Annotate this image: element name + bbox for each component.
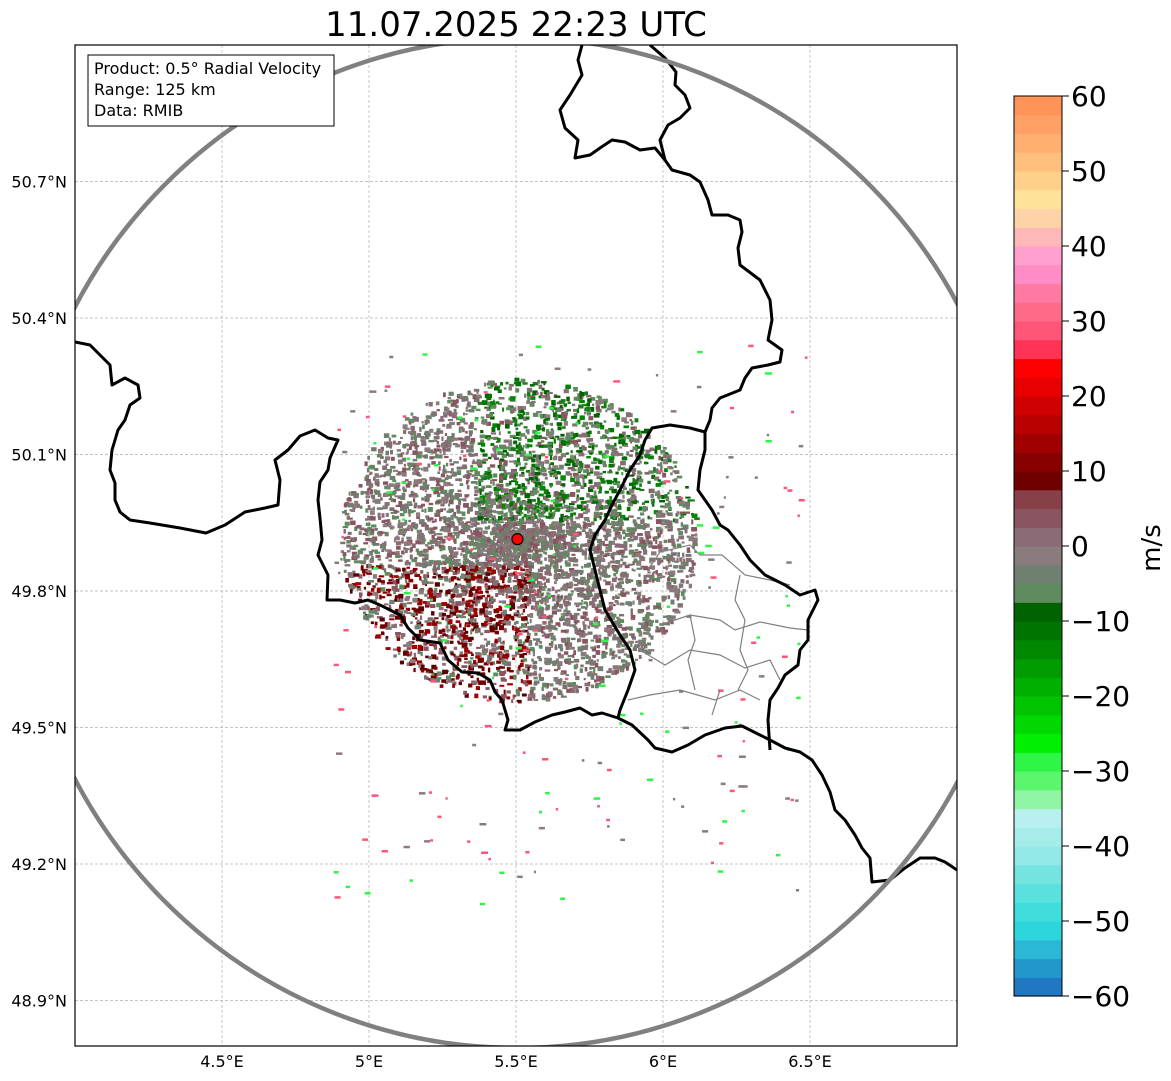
colorbar-swatch (1014, 433, 1062, 453)
colorbar-swatch (1014, 508, 1062, 528)
country-borders (75, 45, 957, 884)
colorbar-swatch (1014, 489, 1062, 510)
colorbar-swatch (1014, 583, 1062, 603)
x-tick-label: 5°E (355, 1052, 383, 1071)
colorbar-tick-label: −60 (1071, 980, 1130, 1013)
info-product: Product: 0.5° Radial Velocity (94, 59, 321, 78)
colorbar-swatch (1014, 752, 1062, 772)
y-tick-label: 50.4°N (11, 309, 67, 328)
colorbar-tick-label: −40 (1071, 830, 1130, 863)
colorbar-swatch (1014, 808, 1062, 828)
colorbar-swatch (1014, 377, 1062, 397)
colorbar-swatch (1014, 114, 1062, 135)
x-tick-label: 4.5°E (200, 1052, 244, 1071)
colorbar-swatch (1014, 152, 1062, 172)
colorbar-tick-label: −10 (1071, 605, 1130, 638)
colorbar-tick-label: 40 (1071, 230, 1107, 263)
colorbar-swatch (1014, 396, 1062, 416)
map-frame (74, 44, 958, 1047)
colorbar-tick-label: 0 (1071, 530, 1089, 563)
colorbar-swatch (1014, 902, 1062, 922)
colorbar-swatch (1014, 977, 1062, 997)
colorbar-swatch (1014, 864, 1062, 885)
colorbar-swatch (1014, 452, 1062, 472)
colorbar-unit-label: m/s (1137, 524, 1167, 572)
colorbar-swatch (1014, 133, 1062, 153)
colorbar-tick-label: 20 (1071, 380, 1107, 413)
colorbar-swatch (1014, 939, 1062, 960)
y-tick-label: 50.7°N (11, 173, 67, 192)
colorbar-swatch (1014, 921, 1062, 941)
colorbar-swatch (1014, 227, 1062, 247)
colorbar-swatch (1014, 696, 1062, 716)
colorbar-tick-label: 10 (1071, 455, 1107, 488)
colorbar-swatch (1014, 621, 1062, 641)
info-range: Range: 125 km (94, 80, 216, 99)
colorbar-tick-label: −20 (1071, 680, 1130, 713)
colorbar-swatch (1014, 302, 1062, 322)
colorbar-swatch (1014, 321, 1062, 341)
colorbar-swatch (1014, 846, 1062, 866)
colorbar-tick-label: 60 (1071, 80, 1107, 113)
colorbar-swatch (1014, 471, 1062, 491)
colorbar-swatch (1014, 677, 1062, 697)
region-boundaries (627, 544, 809, 716)
velocity-colorbar (1014, 96, 1062, 997)
colorbar-swatch (1014, 171, 1062, 191)
y-tick-label: 50.1°N (11, 446, 67, 465)
colorbar-swatch (1014, 639, 1062, 660)
colorbar-swatch (1014, 789, 1062, 810)
colorbar-swatch (1014, 414, 1062, 435)
colorbar-swatch (1014, 264, 1062, 285)
colorbar-swatch (1014, 339, 1062, 360)
colorbar-swatch (1014, 883, 1062, 903)
colorbar-swatch (1014, 602, 1062, 622)
y-tick-label: 49.2°N (11, 855, 67, 874)
colorbar-swatch (1014, 246, 1062, 266)
map-title: 11.07.2025 22:23 UTC (325, 5, 707, 45)
colorbar-swatch (1014, 658, 1062, 678)
info-data-source: Data: RMIB (94, 101, 183, 120)
colorbar-tick-label: 50 (1071, 155, 1107, 188)
colorbar-tick-label: 30 (1071, 305, 1107, 338)
colorbar-swatch (1014, 283, 1062, 303)
x-tick-label: 5.5°E (494, 1052, 538, 1071)
y-tick-label: 49.8°N (11, 582, 67, 601)
y-tick-label: 49.5°N (11, 719, 67, 738)
y-tick-label: 48.9°N (11, 992, 67, 1011)
map-axis-ticks: 4.5°E 5°E 5.5°E 6°E 6.5°E 50.7°N 50.4°N 50.1°N 4… (11, 173, 831, 1072)
colorbar-swatch (1014, 358, 1062, 378)
colorbar-swatch (1014, 527, 1062, 547)
colorbar-swatch (1014, 208, 1062, 228)
x-tick-label: 6.5°E (788, 1052, 832, 1071)
colorbar-swatch (1014, 189, 1062, 210)
colorbar-swatch (1014, 733, 1062, 753)
colorbar-swatch (1014, 564, 1062, 585)
colorbar-swatch (1014, 546, 1062, 566)
colorbar-tick-label: −30 (1071, 755, 1130, 788)
colorbar-tick-label: −50 (1071, 905, 1130, 938)
colorbar-swatch (1014, 771, 1062, 791)
colorbar-ticks: 60 50 40 30 20 10 0 −10 −20 −30 −40 −50 −60 (1062, 80, 1130, 1013)
colorbar-swatch (1014, 958, 1062, 978)
colorbar-swatch (1014, 827, 1062, 847)
colorbar-swatch (1014, 714, 1062, 735)
info-box: Product: 0.5° Radial Velocity Range: 125… (87, 54, 335, 127)
x-tick-label: 6°E (649, 1052, 677, 1071)
radar-velocity-echoes (333, 344, 808, 906)
colorbar-swatch (1014, 96, 1062, 116)
radar-site-marker (511, 533, 524, 546)
